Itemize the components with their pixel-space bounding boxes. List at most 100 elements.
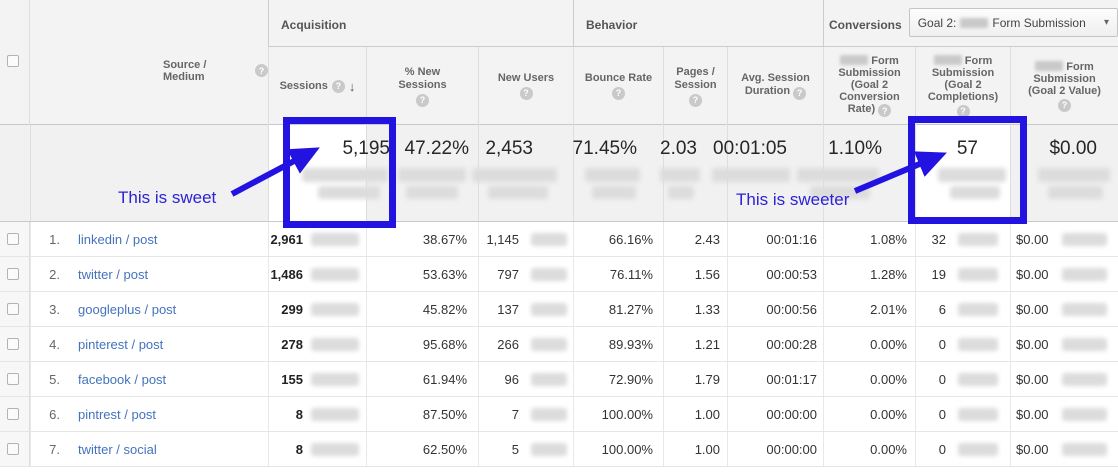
row-checkbox-cell [0, 222, 30, 256]
row-checkbox-cell [0, 292, 30, 326]
bounce-rate-value: 100.00% [601, 406, 653, 422]
avg-duration-value: 00:01:17 [766, 371, 817, 387]
column-header-pct-new-sessions[interactable]: % New Sessions ? [366, 47, 478, 125]
help-icon[interactable]: ? [956, 104, 970, 118]
goal-completions-header-l3: (Goal 2 [944, 78, 982, 91]
pages-session-cell: 1.21 [663, 327, 727, 361]
source-medium-link[interactable]: twitter / post [78, 266, 149, 282]
table-row: 2. twitter / post 1,486 53.63% 797 76.11… [0, 257, 1118, 292]
bounce-rate-cell: 100.00% [573, 397, 663, 431]
column-header-goal-conversion-rate[interactable]: Form Submission (Goal 2 Conversion Rate)… [823, 47, 915, 125]
row-checkbox[interactable] [7, 268, 19, 280]
conv-rate-value: 2.01% [870, 301, 907, 317]
goal-value-header-l1: Form [1066, 60, 1094, 73]
source-medium-cell: 7. twitter / social [30, 432, 268, 466]
row-rank: 7. [49, 441, 60, 457]
pct-new-sessions-value: 62.50% [422, 441, 467, 457]
redacted-blur [311, 267, 359, 281]
redacted-blur [1061, 232, 1107, 246]
pages-session-cell: 1.79 [663, 362, 727, 396]
help-icon[interactable]: ? [255, 64, 268, 77]
bounce-rate-value: 81.27% [608, 301, 653, 317]
completions-cell: 0 [915, 362, 1010, 396]
column-header-source-medium[interactable]: Source / Medium ? [30, 0, 268, 125]
source-medium-cell: 5. facebook / post [30, 362, 268, 396]
redacted-blur [958, 372, 998, 386]
avg-duration-header-label: Avg. Session Duration [741, 72, 810, 97]
source-medium-cell: 2. twitter / post [30, 257, 268, 291]
source-medium-link[interactable]: googleplus / post [78, 301, 177, 317]
completions-cell: 32 [915, 222, 1010, 256]
sessions-cell: 299 [268, 292, 366, 326]
table-row: 4. pinterest / post 278 95.68% 266 89.93… [0, 327, 1118, 362]
goal-value-cell: $0.00 [1010, 397, 1118, 431]
bounce-rate-header-label: Bounce Rate [584, 72, 653, 84]
row-checkbox[interactable] [7, 303, 19, 315]
redacted-blur [950, 186, 1000, 199]
help-icon[interactable]: ? [793, 87, 807, 100]
goal-completions-header-l4: Completions) [927, 90, 999, 103]
total-new-users: 2,453 [485, 138, 533, 159]
row-checkbox[interactable] [7, 373, 19, 385]
column-header-avg-duration[interactable]: Avg. Session Duration ? [727, 47, 823, 125]
help-icon[interactable]: ? [1058, 98, 1071, 112]
bounce-rate-cell: 66.16% [573, 222, 663, 256]
source-medium-link[interactable]: linkedin / post [78, 231, 158, 247]
source-medium-link[interactable]: twitter / social [78, 441, 157, 457]
source-medium-link[interactable]: facebook / post [78, 371, 167, 387]
goal-value-value: $0.00 [1016, 301, 1049, 317]
pages-session-value: 1.21 [694, 336, 720, 352]
goal-value-value: $0.00 [1016, 441, 1049, 457]
pages-session-value: 2.43 [694, 231, 720, 247]
goal-rate-header-l4: Conversion [839, 90, 900, 103]
pct-new-sessions-value: 95.68% [422, 336, 467, 352]
row-checkbox[interactable] [7, 338, 19, 350]
row-checkbox[interactable] [7, 233, 19, 245]
annotation-text-completions: This is sweeter [736, 190, 850, 209]
pct-new-sessions-value: 61.94% [422, 371, 467, 387]
help-icon[interactable]: ? [519, 87, 533, 100]
source-medium-link[interactable]: pintrest / post [78, 406, 157, 422]
pages-session-cell: 1.00 [663, 432, 727, 466]
table-row: 1. linkedin / post 2,961 38.67% 1,145 66… [0, 222, 1118, 257]
completions-value: 32 [931, 231, 946, 247]
avg-duration-value: 00:00:00 [766, 406, 817, 422]
column-header-pages-session[interactable]: Pages / Session ? [663, 47, 727, 125]
sessions-cell: 2,961 [268, 222, 366, 256]
column-header-new-users[interactable]: New Users ? [478, 47, 573, 125]
sessions-header-label: Sessions [279, 79, 328, 92]
column-header-goal-value[interactable]: Form Submission (Goal 2 Value) ? [1010, 47, 1118, 125]
group-header-conversions: Conversions Goal 2: Form Submission ▾ [823, 0, 1118, 47]
row-checkbox[interactable] [7, 408, 19, 420]
new-users-value: 1,145 [486, 231, 519, 247]
goal-value-value: $0.00 [1016, 406, 1049, 422]
row-checkbox-cell [0, 397, 30, 431]
total-sessions: 5,195 [342, 138, 390, 159]
completions-value: 0 [938, 371, 946, 387]
avg-duration-cell: 00:01:16 [727, 222, 823, 256]
redacted-blur [318, 186, 380, 199]
column-header-sessions[interactable]: Sessions ? ↓ [268, 47, 366, 125]
conv-rate-cell: 1.28% [823, 257, 915, 291]
redacted-blur [311, 442, 359, 456]
pct-new-sessions-value: 87.50% [422, 406, 467, 422]
column-header-goal-completions[interactable]: Form Submission (Goal 2 Completions) ? [915, 47, 1010, 125]
goal-value-cell: $0.00 [1010, 257, 1118, 291]
column-header-bounce-rate[interactable]: Bounce Rate ? [573, 47, 663, 125]
help-icon[interactable]: ? [878, 104, 892, 118]
help-icon[interactable]: ? [416, 93, 429, 107]
redacted-blur [1048, 186, 1103, 199]
conv-rate-cell: 2.01% [823, 292, 915, 326]
help-icon[interactable]: ? [689, 93, 702, 107]
row-checkbox[interactable] [7, 443, 19, 455]
help-icon[interactable]: ? [612, 87, 625, 100]
goal-selector-dropdown[interactable]: Goal 2: Form Submission ▾ [908, 8, 1118, 37]
help-icon[interactable]: ? [331, 79, 345, 93]
new-users-cell: 797 [478, 257, 573, 291]
group-header-behavior: Behavior [573, 0, 823, 47]
select-all-checkbox[interactable] [7, 55, 19, 67]
goal-value-cell: $0.00 [1010, 222, 1118, 256]
goal-rate-header-l1: Form [871, 54, 899, 67]
source-medium-link[interactable]: pinterest / post [78, 336, 164, 352]
goal-value-value: $0.00 [1016, 231, 1049, 247]
